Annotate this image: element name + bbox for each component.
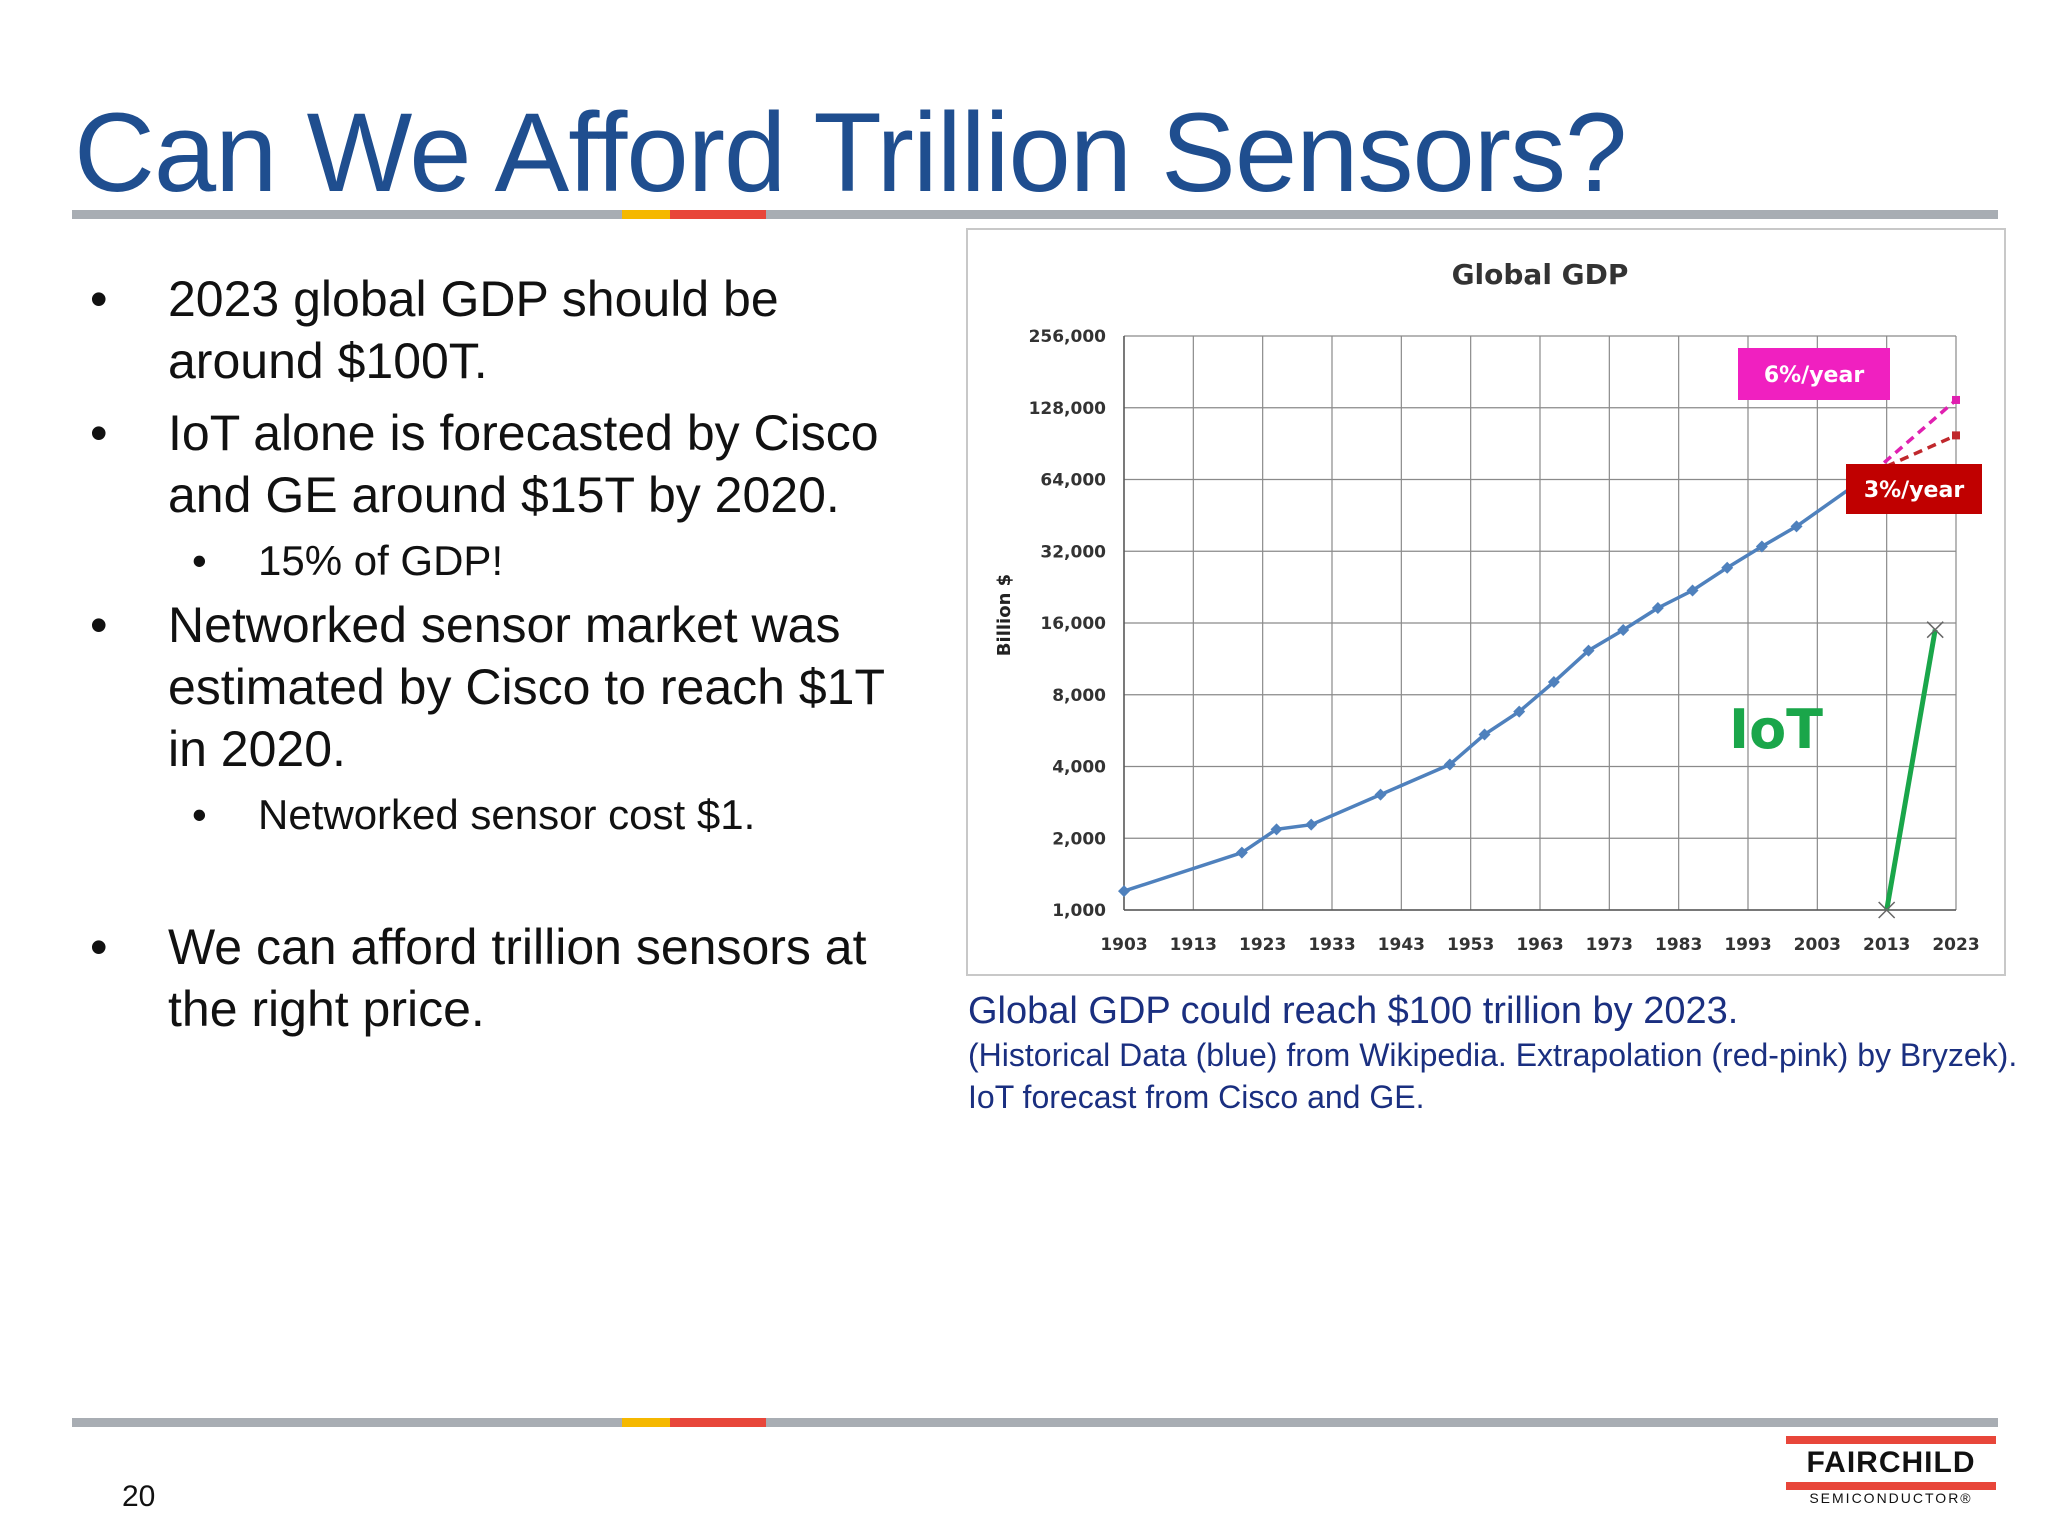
annotation-6pct-text: 6%/year <box>1764 363 1864 388</box>
logo-wordmark: FAIRCHILD <box>1806 1446 1976 1479</box>
x-tick-label: 1903 <box>1100 935 1147 955</box>
x-tick-label: 1933 <box>1308 935 1355 955</box>
annotation-6pct-box <box>1738 348 1890 400</box>
iot-forecast-line <box>1884 629 1938 911</box>
gdp-data-point <box>1651 601 1664 614</box>
bullet-item: We can afford trillion sensors at the ri… <box>82 916 922 1040</box>
x-tick-label: 2003 <box>1794 935 1841 955</box>
gdp-data-point <box>1478 728 1491 741</box>
gdp-chart-svg: 1903 1913 1923 1933 1943 1953 1963 1973 1983 1993… <box>994 258 1982 955</box>
x-tick-label: 1953 <box>1447 935 1494 955</box>
sub-bullet-item: 15% of GDP! <box>82 532 922 590</box>
x-tick-label: 2013 <box>1863 935 1910 955</box>
x-tick-label: 1913 <box>1170 935 1217 955</box>
x-tick-label: 1993 <box>1724 935 1771 955</box>
gdp-data-point <box>1235 846 1248 859</box>
iot-point-marker <box>1878 901 1896 919</box>
logo-subtitle: SEMICONDUCTOR® <box>1809 1490 1973 1506</box>
y-tick-label: 1,000 <box>1052 901 1106 921</box>
gdp-historical-line <box>1123 471 1874 893</box>
y-tick-label: 2,000 <box>1052 829 1106 849</box>
annotation-3pct-label: 3%/year <box>1846 464 1982 514</box>
bullet-list: 2023 global GDP should be around $100T. … <box>82 268 922 1040</box>
gdp-data-point <box>1686 584 1699 597</box>
x-tick-label: 1983 <box>1655 935 1702 955</box>
extrapolation-end-marker <box>1952 431 1960 440</box>
gdp-data-point <box>1617 624 1630 637</box>
x-tick-label: 1943 <box>1378 935 1425 955</box>
gdp-data-point <box>1305 818 1318 831</box>
gdp-data-point <box>1582 644 1595 657</box>
x-tick-label: 2023 <box>1932 935 1979 955</box>
y-tick-label: 16,000 <box>1040 614 1106 634</box>
gdp-data-point <box>1270 823 1283 836</box>
gdp-data-point <box>1721 561 1734 574</box>
bullet-item: IoT alone is forecasted by Cisco and GE … <box>82 402 922 526</box>
chart-title: Global GDP <box>1452 258 1629 291</box>
annotation-6pct-label: 6%/year <box>1738 348 1890 400</box>
gdp-data-point <box>1790 520 1803 533</box>
annotation-iot-text: IoT <box>1729 698 1823 761</box>
page-number: 20 <box>122 1480 156 1513</box>
gdp-6pct-extrapolation-line <box>1871 398 1958 474</box>
caption-source: (Historical Data (blue) from Wikipedia. … <box>968 1037 2018 1115</box>
y-tick-label: 64,000 <box>1040 471 1106 491</box>
slide-title: Can We Afford Trillion Sensors? <box>74 90 1627 215</box>
y-axis-label: Billion $ <box>994 574 1015 656</box>
gdp-data-point <box>1374 788 1387 801</box>
y-tick-label: 128,000 <box>1029 399 1107 419</box>
gdp-data-point <box>1547 675 1560 688</box>
iot-point-marker <box>1926 621 1944 639</box>
y-tick-label: 8,000 <box>1052 686 1106 706</box>
y-tick-label: 4,000 <box>1052 758 1106 778</box>
x-tick-label: 1963 <box>1516 935 1563 955</box>
gdp-chart: 1903 1913 1923 1933 1943 1953 1963 1973 1983 1993… <box>966 228 2006 976</box>
gdp-data-point <box>1755 540 1768 553</box>
x-tick-label: 1923 <box>1239 935 1286 955</box>
title-divider <box>72 210 1998 219</box>
chart-caption: Global GDP could reach $100 trillion by … <box>968 988 2028 1118</box>
footer-divider <box>72 1418 1998 1427</box>
gdp-data-point <box>1443 758 1456 771</box>
gdp-data-point <box>1118 885 1130 898</box>
bullet-item: Networked sensor market was estimated by… <box>82 594 922 780</box>
x-tick-label: 1973 <box>1586 935 1633 955</box>
fairchild-logo: FAIRCHILD SEMICONDUCTOR® <box>1786 1436 1996 1506</box>
extrapolation-end-marker <box>1952 395 1960 404</box>
y-tick-label: 32,000 <box>1040 542 1106 562</box>
gdp-data-point <box>1513 705 1526 718</box>
sub-bullet-item: Networked sensor cost $1. <box>82 786 922 844</box>
y-tick-label: 256,000 <box>1029 327 1107 347</box>
annotation-3pct-text: 3%/year <box>1864 478 1964 503</box>
caption-main: Global GDP could reach $100 trillion by … <box>968 990 1739 1032</box>
bullet-item: 2023 global GDP should be around $100T. <box>82 268 922 392</box>
annotation-3pct-box <box>1846 464 1982 514</box>
